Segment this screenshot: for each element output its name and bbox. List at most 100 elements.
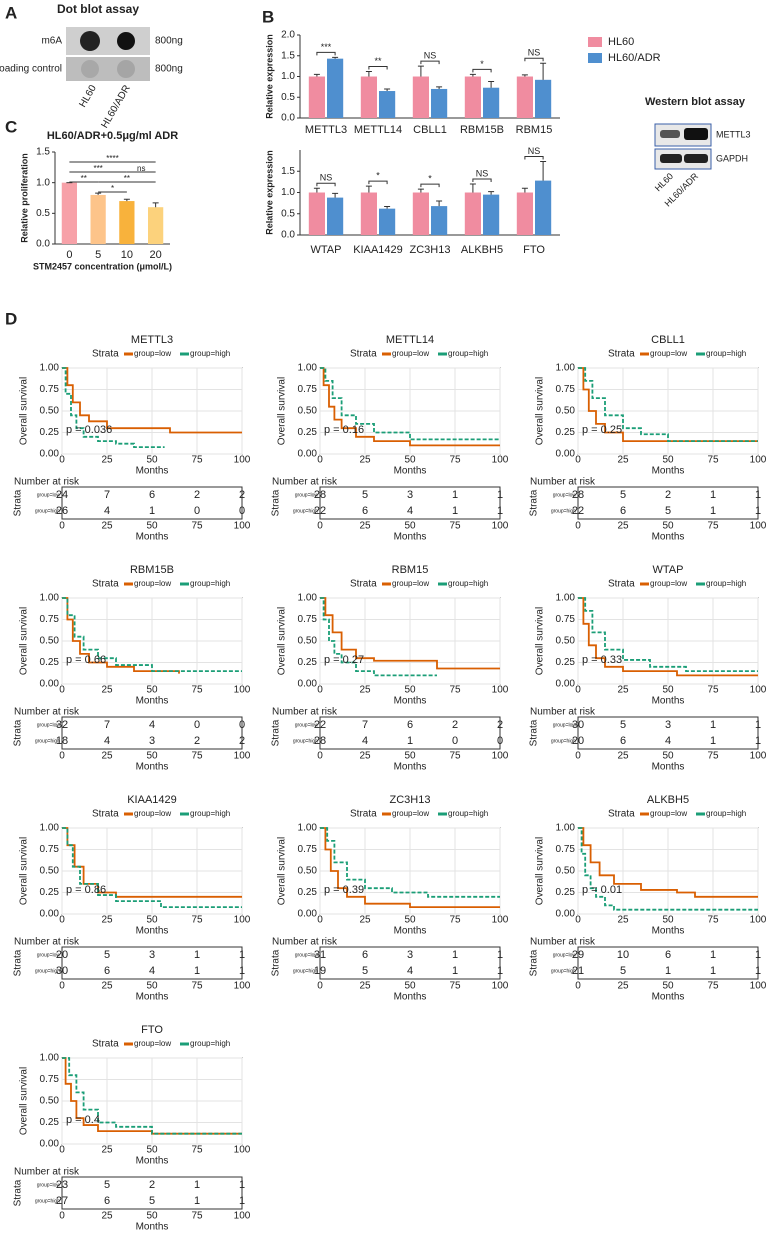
legend-title: Strata: [608, 349, 635, 360]
risk-count: 5: [104, 1179, 110, 1191]
x-tick-label: 75: [449, 521, 461, 532]
x-tick-label: RBM15: [516, 124, 553, 136]
y-tick-label: 1.0: [281, 187, 295, 198]
risk-table-box: [319, 946, 501, 980]
risk-count: 30: [572, 719, 584, 731]
x-tick-label: 100: [492, 455, 509, 466]
risk-row-label: group=high: [293, 508, 318, 514]
legend-label: group=high: [706, 809, 746, 818]
x-tick-label: 0: [317, 981, 323, 992]
significance-label: ns: [137, 164, 145, 173]
error-bar: [365, 71, 372, 77]
x-tick-label: 100: [750, 751, 767, 762]
panel-label: A: [5, 3, 17, 22]
significance-label: *: [376, 171, 380, 181]
risk-count: 6: [620, 505, 626, 517]
risk-table-title: Number at risk: [14, 1167, 80, 1178]
x-tick-label: METTL14: [354, 124, 402, 136]
risk-table-box: [577, 486, 759, 520]
x-axis-label: Months: [394, 532, 427, 543]
risk-row-label: group=high: [35, 1198, 60, 1204]
blot-row-label: loading control: [0, 64, 62, 75]
significance-bracket: [368, 66, 388, 70]
x-tick-label: 50: [146, 915, 158, 926]
x-tick-label: 75: [707, 521, 719, 532]
risk-count: 22: [314, 719, 326, 731]
y-tick-label: 1.5: [281, 166, 295, 177]
legend-label: group=low: [392, 349, 429, 358]
legend-label: group=high: [190, 809, 230, 818]
error-bar: [95, 192, 102, 195]
risk-count: 0: [452, 735, 458, 747]
risk-table-box: [577, 946, 759, 980]
legend-title: Strata: [350, 349, 377, 360]
survival-curve: [320, 827, 500, 909]
legend-title: Strata: [92, 1039, 119, 1050]
x-tick-label: FTO: [523, 244, 545, 256]
y-tick-label: 0.75: [556, 614, 576, 625]
x-tick-label: 50: [662, 455, 674, 466]
x-axis-label: Months: [136, 992, 169, 1003]
x-tick-label: 75: [191, 751, 203, 762]
bar: [412, 192, 429, 235]
x-tick-label: 10: [121, 249, 133, 261]
risk-count: 10: [617, 949, 629, 961]
chart-title: WTAP: [653, 564, 684, 576]
bar: [148, 207, 164, 244]
y-tick-label: 0.00: [556, 909, 576, 920]
blot-dot: [117, 60, 135, 78]
risk-table-title: Number at risk: [530, 937, 596, 948]
risk-table-title: Number at risk: [14, 477, 80, 488]
error-bar: [384, 206, 391, 209]
x-axis-label: Months: [652, 926, 685, 937]
risk-table-title: Number at risk: [530, 477, 596, 488]
survival-curve: [320, 367, 500, 441]
risk-count: 5: [362, 965, 368, 977]
error-bar: [365, 185, 372, 193]
x-tick-label: 50: [146, 751, 158, 762]
y-tick-label: 0.00: [40, 1139, 60, 1150]
p-value: p = 0.27: [324, 654, 364, 666]
legend-title: Strata: [92, 349, 119, 360]
y-tick-label: 0.50: [40, 866, 60, 877]
y-tick-label: 0.25: [40, 1117, 60, 1128]
y-tick-label: 0.50: [40, 1096, 60, 1107]
risk-y-label: Strata: [271, 719, 282, 746]
y-tick-label: 0.75: [40, 614, 60, 625]
risk-count: 1: [755, 735, 761, 747]
bar: [412, 76, 429, 118]
risk-count: 19: [314, 965, 326, 977]
chart-title: CBLL1: [651, 334, 685, 346]
risk-count: 2: [665, 489, 671, 501]
x-tick-label: 75: [449, 981, 461, 992]
risk-count: 1: [239, 965, 245, 977]
error-bar: [384, 88, 391, 92]
bar: [360, 192, 377, 235]
y-axis-label: Overall survival: [277, 837, 288, 905]
y-tick-label: 0.50: [298, 866, 318, 877]
p-value: p = 0.39: [324, 884, 364, 896]
y-tick-label: 0.0: [36, 239, 50, 250]
x-axis-label: Months: [652, 992, 685, 1003]
risk-row-label: group=low: [553, 722, 577, 728]
x-tick-label: 0: [59, 915, 65, 926]
risk-table-box: [319, 486, 501, 520]
x-tick-label: 25: [617, 455, 629, 466]
bar: [119, 201, 135, 244]
y-tick-label: 0.5: [36, 208, 50, 219]
risk-y-label: Strata: [13, 489, 24, 516]
y-tick-label: 0.25: [298, 657, 318, 668]
legend-title: Strata: [92, 809, 119, 820]
error-bar: [540, 62, 547, 80]
panel-label: B: [262, 7, 274, 26]
risk-y-label: Strata: [271, 949, 282, 976]
significance-label: NS: [528, 48, 541, 58]
legend-label: group=high: [448, 579, 488, 588]
x-tick-label: 0: [59, 1211, 65, 1222]
legend-label: group=high: [706, 579, 746, 588]
x-tick-label: 50: [404, 981, 416, 992]
x-tick-label: 25: [101, 521, 113, 532]
significance-label: ***: [321, 42, 332, 52]
bar: [90, 194, 106, 244]
significance-label: *: [480, 59, 484, 69]
